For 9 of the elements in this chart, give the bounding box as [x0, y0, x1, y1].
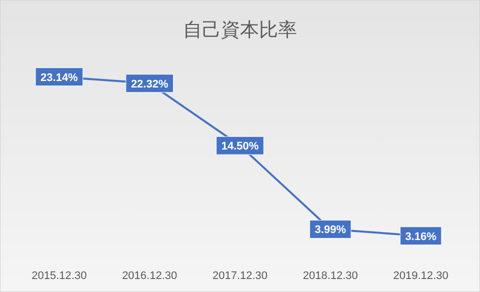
- x-tick-label: 2018.12.30: [302, 270, 358, 282]
- data-label: 22.32%: [130, 78, 168, 90]
- x-tick-label: 2016.12.30: [122, 270, 178, 282]
- x-tick-label: 2015.12.30: [32, 270, 87, 282]
- x-tick-label: 2019.12.30: [393, 270, 448, 282]
- data-label: 23.14%: [40, 72, 78, 84]
- x-tick-label: 2017.12.30: [212, 270, 268, 282]
- chart-title: 自己資本比率: [183, 19, 297, 41]
- data-label: 14.50%: [221, 140, 259, 153]
